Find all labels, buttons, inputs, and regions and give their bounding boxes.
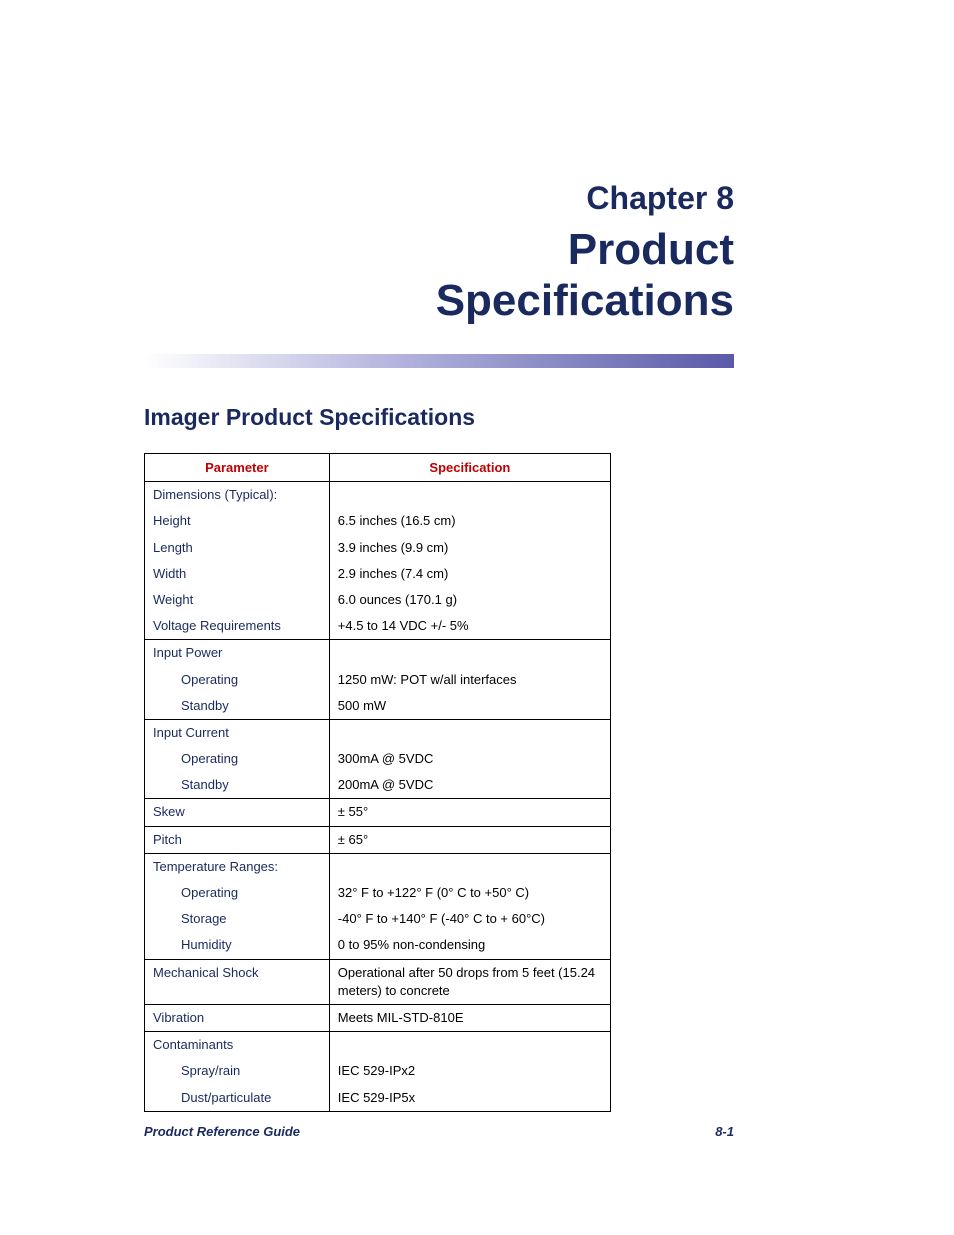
table-row: Standby500 mW	[145, 693, 611, 720]
cell-specification	[329, 853, 610, 880]
cell-specification: ± 55°	[329, 799, 610, 826]
cell-specification: +4.5 to 14 VDC +/- 5%	[329, 613, 610, 640]
table-row: Spray/rainIEC 529-IPx2	[145, 1058, 611, 1084]
table-row: Height6.5 inches (16.5 cm)	[145, 508, 611, 534]
chapter-label: Chapter 8	[120, 180, 734, 217]
cell-parameter: Spray/rain	[145, 1058, 330, 1084]
cell-specification: 6.0 ounces (170.1 g)	[329, 587, 610, 613]
cell-parameter: Skew	[145, 799, 330, 826]
table-row: Dust/particulateIEC 529-IP5x	[145, 1085, 611, 1112]
table-row: Operating300mA @ 5VDC	[145, 746, 611, 772]
cell-parameter: Operating	[145, 667, 330, 693]
cell-parameter: Dimensions (Typical):	[145, 482, 330, 509]
table-row: Temperature Ranges:	[145, 853, 611, 880]
cell-parameter: Height	[145, 508, 330, 534]
cell-specification: IEC 529-IPx2	[329, 1058, 610, 1084]
cell-specification	[329, 1032, 610, 1059]
cell-parameter: Input Current	[145, 719, 330, 746]
table-row: Skew± 55°	[145, 799, 611, 826]
footer-page-number: 8-1	[715, 1124, 734, 1139]
cell-specification: 1250 mW: POT w/all interfaces	[329, 667, 610, 693]
table-row: VibrationMeets MIL-STD-810E	[145, 1004, 611, 1031]
cell-parameter: Dust/particulate	[145, 1085, 330, 1112]
table-row: Width2.9 inches (7.4 cm)	[145, 561, 611, 587]
cell-specification	[329, 640, 610, 667]
cell-specification: ± 65°	[329, 826, 610, 853]
cell-parameter: Input Power	[145, 640, 330, 667]
cell-specification: Meets MIL-STD-810E	[329, 1004, 610, 1031]
chapter-title-line2: Specifications	[436, 276, 734, 325]
column-header-specification: Specification	[329, 454, 610, 482]
table-row: Storage-40° F to +140° F (-40° C to + 60…	[145, 906, 611, 932]
table-row: Operating1250 mW: POT w/all interfaces	[145, 667, 611, 693]
cell-parameter: Operating	[145, 746, 330, 772]
page-content: Chapter 8 Product Specifications Imager …	[0, 0, 954, 1172]
cell-specification: 200mA @ 5VDC	[329, 772, 610, 799]
cell-specification	[329, 482, 610, 509]
table-row: Weight6.0 ounces (170.1 g)	[145, 587, 611, 613]
table-row: Pitch± 65°	[145, 826, 611, 853]
cell-parameter: Temperature Ranges:	[145, 853, 330, 880]
table-row: Operating32° F to +122° F (0° C to +50° …	[145, 880, 611, 906]
cell-parameter: Voltage Requirements	[145, 613, 330, 640]
table-row: Dimensions (Typical):	[145, 482, 611, 509]
cell-specification: IEC 529-IP5x	[329, 1085, 610, 1112]
cell-specification: 0 to 95% non-condensing	[329, 932, 610, 959]
cell-parameter: Standby	[145, 693, 330, 720]
cell-specification: 6.5 inches (16.5 cm)	[329, 508, 610, 534]
cell-parameter: Mechanical Shock	[145, 959, 330, 1004]
table-row: Input Current	[145, 719, 611, 746]
specifications-table: Parameter Specification Dimensions (Typi…	[144, 453, 611, 1112]
table-row: Standby200mA @ 5VDC	[145, 772, 611, 799]
cell-specification: Operational after 50 drops from 5 feet (…	[329, 959, 610, 1004]
table-row: Contaminants	[145, 1032, 611, 1059]
cell-parameter: Standby	[145, 772, 330, 799]
footer-guide-title: Product Reference Guide	[144, 1124, 300, 1139]
gradient-divider	[144, 354, 734, 368]
cell-specification: 3.9 inches (9.9 cm)	[329, 535, 610, 561]
cell-parameter: Width	[145, 561, 330, 587]
chapter-title-line1: Product	[568, 225, 734, 274]
table-header-row: Parameter Specification	[145, 454, 611, 482]
cell-specification	[329, 719, 610, 746]
cell-specification: 500 mW	[329, 693, 610, 720]
column-header-parameter: Parameter	[145, 454, 330, 482]
cell-specification: 32° F to +122° F (0° C to +50° C)	[329, 880, 610, 906]
cell-parameter: Humidity	[145, 932, 330, 959]
chapter-title: Product Specifications	[120, 225, 734, 326]
table-row: Humidity0 to 95% non-condensing	[145, 932, 611, 959]
table-row: Length3.9 inches (9.9 cm)	[145, 535, 611, 561]
cell-parameter: Storage	[145, 906, 330, 932]
cell-specification: -40° F to +140° F (-40° C to + 60°C)	[329, 906, 610, 932]
cell-parameter: Pitch	[145, 826, 330, 853]
cell-parameter: Operating	[145, 880, 330, 906]
section-title: Imager Product Specifications	[144, 404, 834, 431]
table-row: Input Power	[145, 640, 611, 667]
cell-parameter: Weight	[145, 587, 330, 613]
cell-parameter: Length	[145, 535, 330, 561]
cell-parameter: Contaminants	[145, 1032, 330, 1059]
page-footer: Product Reference Guide 8-1	[144, 1124, 734, 1139]
table-row: Mechanical ShockOperational after 50 dro…	[145, 959, 611, 1004]
cell-parameter: Vibration	[145, 1004, 330, 1031]
cell-specification: 2.9 inches (7.4 cm)	[329, 561, 610, 587]
table-row: Voltage Requirements+4.5 to 14 VDC +/- 5…	[145, 613, 611, 640]
cell-specification: 300mA @ 5VDC	[329, 746, 610, 772]
